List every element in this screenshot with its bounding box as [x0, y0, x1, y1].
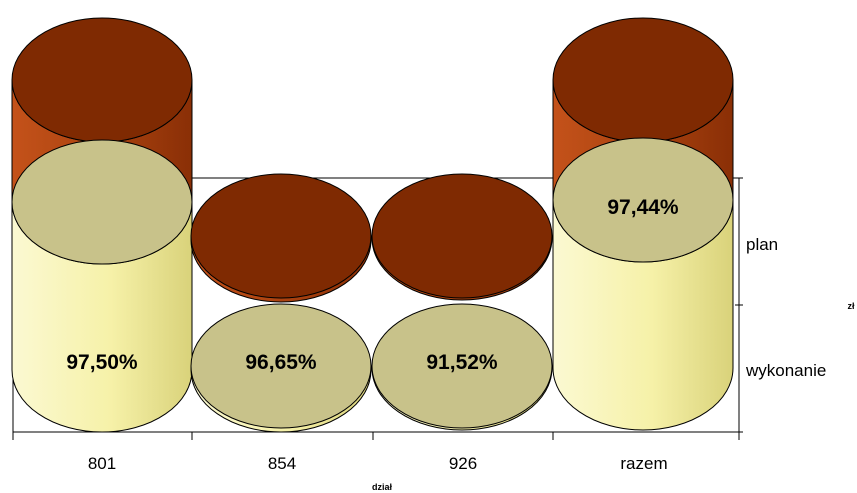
bar-plan-926-top: [372, 174, 552, 298]
bar-plan-razem-top: [553, 18, 733, 142]
legend-wykonanie: wykonanie: [745, 361, 826, 380]
x-tick-label-854: 854: [268, 454, 296, 473]
y-axis-title: zł: [847, 301, 855, 311]
legend-plan: plan: [746, 235, 778, 254]
column-razem: [553, 18, 733, 430]
column-854: [191, 174, 371, 432]
data-label-926: 91,52%: [426, 351, 498, 374]
data-label-razem: 97,44%: [607, 196, 679, 219]
column-926: [372, 174, 552, 430]
bar-wykonanie-801-top: [12, 140, 192, 264]
data-label-854: 96,65%: [245, 351, 317, 374]
data-label-801: 97,50%: [66, 351, 138, 374]
x-tick-label-801: 801: [88, 454, 116, 473]
x-axis-title: dział: [372, 482, 393, 492]
x-tick-label-razem: razem: [620, 454, 667, 473]
x-tick-label-926: 926: [449, 454, 477, 473]
bar-plan-854-top: [191, 174, 371, 298]
bar-plan-801-top: [12, 18, 192, 142]
